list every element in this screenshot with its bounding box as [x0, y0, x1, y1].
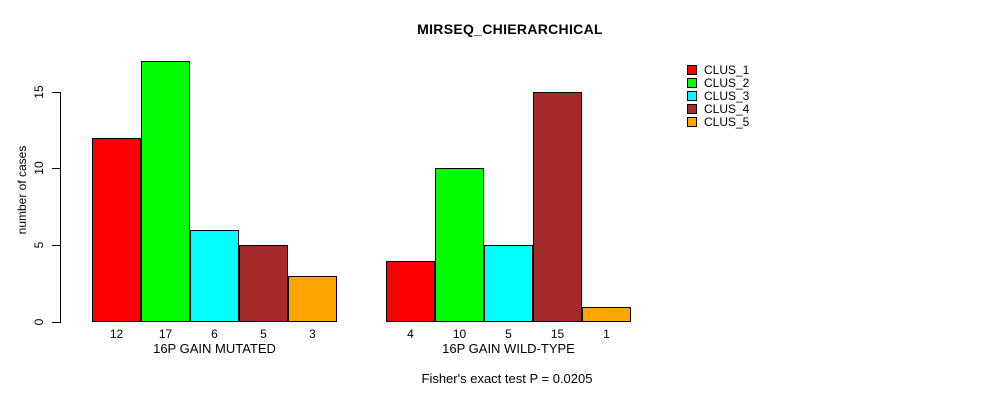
legend-label: CLUS_1: [704, 63, 750, 78]
bar-wildtype-clus2: [435, 168, 484, 322]
bar-value-label: 17: [158, 327, 173, 341]
legend-label: CLUS_4: [704, 101, 750, 116]
legend-swatch-clus2: [687, 78, 697, 89]
fisher-test-annotation: Fisher's exact test P = 0.0205: [421, 371, 593, 386]
legend-item-clus2: CLUS_2: [687, 76, 750, 91]
bar-mutated-clus2: [141, 61, 190, 322]
bar-mutated-clus1: [92, 138, 141, 322]
legend-item-clus3: CLUS_3: [687, 89, 750, 103]
group-label-wildtype: 16P GAIN WILD-TYPE: [442, 341, 575, 356]
bar-value-label: 1: [603, 327, 610, 341]
bar-mutated-clus3: [190, 230, 239, 322]
bar-value-label: 6: [211, 327, 218, 341]
bar-wildtype-clus4: [533, 92, 582, 322]
y-tick-label-10: 10: [32, 161, 46, 175]
legend-item-clus5: CLUS_5: [687, 114, 750, 129]
y-tick-label-0: 0: [32, 318, 46, 326]
bar-wildtype-clus5: [582, 307, 631, 322]
y-tick-5: [52, 245, 60, 246]
bar-value-label: 3: [309, 327, 316, 341]
bar-value-label: 15: [550, 327, 565, 341]
bar-value-label: 5: [260, 327, 267, 341]
y-tick-10: [52, 168, 60, 169]
bar-wildtype-clus3: [484, 245, 533, 322]
legend-swatch-clus4: [687, 103, 697, 114]
bar-wildtype-clus1: [386, 261, 435, 322]
bar-mutated-clus4: [239, 245, 288, 322]
group-label-mutated: 16P GAIN MUTATED: [153, 341, 276, 356]
y-tick-label-15: 15: [32, 85, 46, 99]
legend-swatch-clus1: [687, 65, 697, 76]
y-axis-label: number of cases: [15, 145, 29, 235]
legend-label: CLUS_5: [704, 114, 750, 129]
legend-swatch-clus3: [687, 90, 697, 101]
y-tick-0: [52, 322, 60, 323]
legend: CLUS_1 CLUS_2 CLUS_3 CLUS_4 CLUS_5: [687, 63, 750, 129]
legend-swatch-clus5: [687, 116, 697, 127]
bar-value-label: 12: [109, 327, 124, 341]
chart-title: MIRSEQ_CHIERARCHICAL: [417, 21, 603, 37]
bar-value-label: 4: [407, 327, 414, 341]
legend-label: CLUS_2: [704, 76, 750, 91]
bar-mutated-clus5: [288, 276, 337, 322]
legend-item-clus4: CLUS_4: [687, 101, 750, 116]
bar-value-label: 5: [505, 327, 512, 341]
legend-item-clus1: CLUS_1: [687, 63, 750, 78]
y-tick-label-5: 5: [32, 241, 46, 249]
y-tick-15: [52, 92, 60, 93]
legend-label: CLUS_3: [704, 89, 750, 103]
bar-value-label: 10: [452, 327, 467, 341]
y-axis-line: [60, 92, 61, 323]
